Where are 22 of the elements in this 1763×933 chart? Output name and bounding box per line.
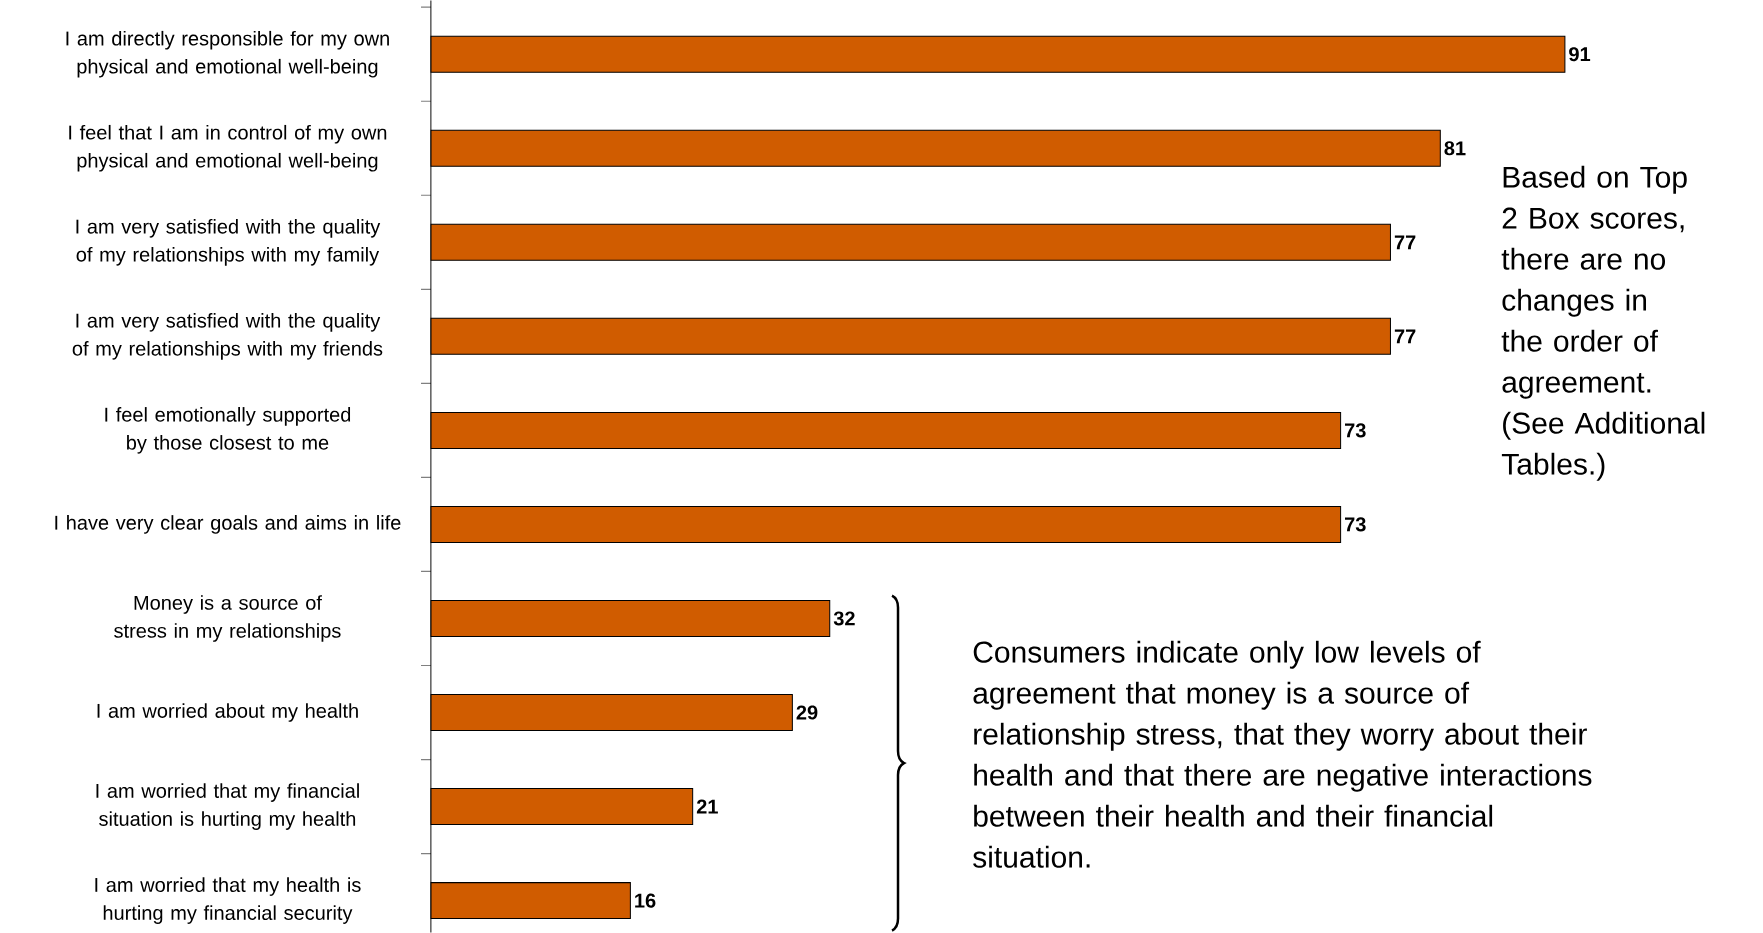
y-tick-label: I feel emotionally supported by those closest to me [105, 406, 351, 454]
y-tick-label: I am worried about my health [97, 703, 358, 722]
annotation: Consumers indicate only low levels of agreement that money is a source of relationship stress, that they worry about their health and that there are negative interactions between their health and their financial situation. [973, 640, 1592, 868]
data-label: 16 [635, 893, 656, 908]
data-label: 73 [1345, 517, 1366, 532]
data-label: 21 [696, 799, 718, 814]
annotation: Based on Top 2 Box scores, there are no changes in the order of agreement. (See Additional Tables.) [1501, 165, 1705, 481]
y-tick-label: I am worried that my financial situation is hurting my health [96, 783, 359, 830]
data-label: 77 [1394, 235, 1416, 250]
data-label: 73 [1345, 423, 1366, 438]
data-label: 91 [1569, 47, 1591, 62]
y-tick-label: I feel that I am in control of my own physical and emotional well-being [69, 124, 387, 172]
y-tick-label: I am directly responsible for my own physical and emotional well-being [66, 30, 389, 78]
y-tick-label: I have very clear goals and aims in life [55, 515, 401, 534]
data-label: 81 [1444, 141, 1466, 156]
y-tick-label: Money is a source of stress in my relationships [114, 595, 341, 642]
y-tick-label: I am very satisfied with the quality of my relationships with my family [76, 218, 381, 266]
y-tick-label: I am very satisfied with the quality of my relationships with my friends [72, 312, 383, 360]
data-label: 77 [1394, 329, 1416, 344]
y-tick-label: I am worried that my health is hurting my financial security [95, 877, 361, 924]
data-label: 32 [833, 611, 855, 626]
data-label: 29 [796, 705, 818, 720]
